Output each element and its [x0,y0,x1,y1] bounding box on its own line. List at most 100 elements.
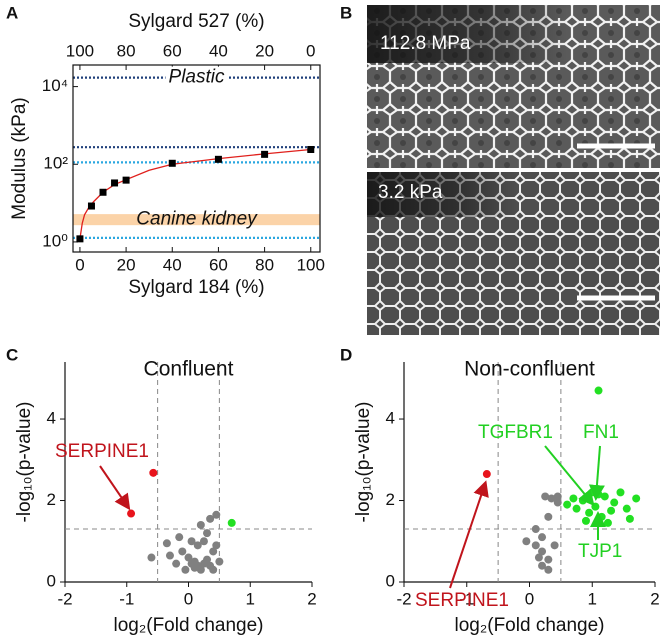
point [181,565,190,574]
point [553,492,562,501]
point [578,496,587,505]
point [550,541,559,550]
marker [76,235,84,243]
point [172,559,181,568]
x-tick-label: 1 [588,589,597,608]
point [149,468,158,477]
point [147,553,156,562]
chart-title: Non-confluent [464,358,595,381]
point [203,555,212,564]
plot-frame [72,64,321,253]
annotation-arrow [544,445,595,507]
point [563,500,572,509]
point [215,557,224,566]
point [187,537,196,546]
panel-label: D [340,345,352,364]
y-tick-label: 0 [47,571,56,590]
x-tick-label: 60 [209,255,228,274]
point [212,541,221,550]
point [212,510,221,519]
micrograph: 3.2 kPa [367,172,660,335]
point [538,561,547,570]
x-axis-label: log₂(Fold change) [455,615,605,636]
y-tick-label: 4 [47,409,56,428]
band [73,214,320,226]
point [632,494,641,503]
point [162,539,171,548]
point [538,547,547,556]
point [610,498,619,507]
marker [168,159,176,167]
x-tick-label: 0 [75,255,84,274]
panel-label: A [6,3,18,22]
point [625,514,634,523]
y-axis-label: Modulus (kPa) [9,97,30,220]
point [531,541,540,550]
point [175,533,184,542]
marker [111,179,119,187]
point [193,541,202,550]
point [594,386,603,395]
point [534,553,543,562]
point [196,520,205,529]
point [544,565,553,574]
x-tick-label: -1 [119,589,134,608]
x2-tick-label: 0 [306,41,315,60]
micrograph: 112.8 MPa [367,5,660,168]
point [622,504,631,513]
point [544,555,553,564]
point [178,547,187,556]
point [585,508,594,517]
point [547,494,556,503]
point [165,551,174,560]
point [607,506,616,515]
chart-title: Confluent [144,358,234,381]
x-axis-label: log₂(Fold change) [114,615,264,636]
x2-axis-label: Sylgard 527 (%) [128,11,264,32]
annotation: SERPINE1 [55,441,149,462]
point [616,488,625,497]
annotation-arrow [449,480,489,589]
x-tick-label: 1 [246,589,255,608]
point [203,529,212,538]
marker [261,150,269,158]
x-tick-label: 2 [307,589,316,608]
point [196,565,205,574]
x2-tick-label: 20 [255,41,274,60]
point [522,537,531,546]
y-tick-label: 2 [386,490,395,509]
point [544,512,553,521]
point [531,525,540,534]
x2-tick-label: 60 [163,41,182,60]
annotation: TGFBR1 [478,422,553,443]
marker [122,176,130,184]
point [209,565,218,574]
label-bg [165,66,228,88]
point [184,553,193,562]
point [569,494,578,503]
point [581,516,590,525]
x2-tick-label: 80 [117,41,136,60]
point [600,492,609,501]
point [190,557,199,566]
point [603,518,612,527]
marker [99,188,107,196]
x-tick-label: -2 [57,589,72,608]
point [591,502,600,511]
y-axis-label: -log₁₀(p-value) [353,402,374,523]
x-tick-label: 0 [525,589,534,608]
x-tick-label: 20 [117,255,136,274]
annotation-arrow [588,445,605,501]
y-tick-label: 10⁰ [42,231,68,250]
x-tick-label: 40 [163,255,182,274]
x2-tick-label: 100 [66,41,94,60]
annotation: Canine kidney [136,209,258,230]
x-axis-label: Sylgard 184 (%) [128,277,264,298]
y-tick-label: 10² [43,154,68,173]
x2-tick-label: 40 [209,41,228,60]
annotation: Plastic [169,67,225,88]
y-tick-label: 0 [386,571,395,590]
x-tick-label: 100 [297,255,325,274]
panel-label: B [340,3,352,22]
marker [307,145,315,153]
